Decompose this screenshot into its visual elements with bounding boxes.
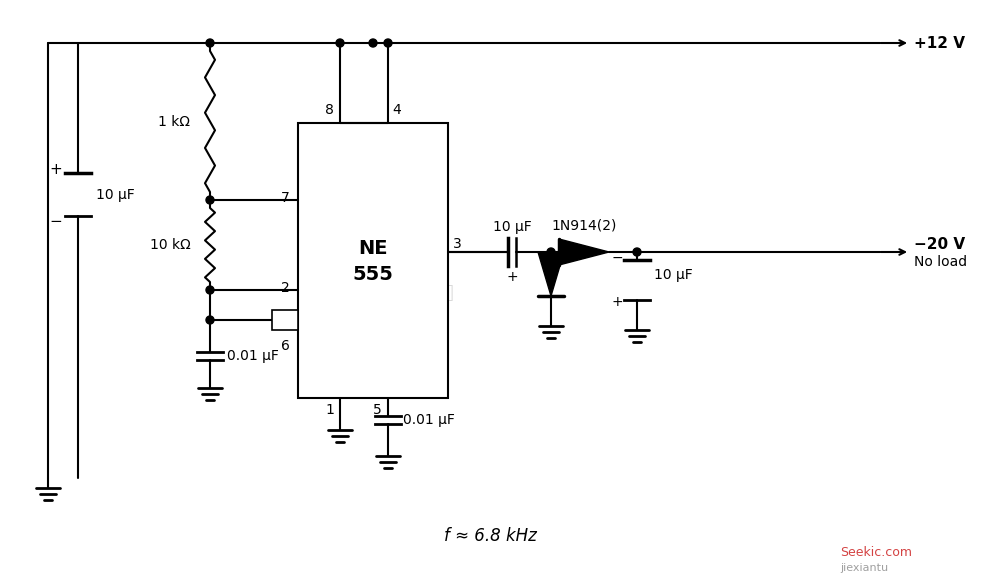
Text: 0.01 μF: 0.01 μF — [227, 349, 279, 363]
Circle shape — [206, 39, 214, 47]
Text: 10 μF: 10 μF — [96, 188, 135, 202]
Circle shape — [336, 39, 344, 47]
Text: +: + — [611, 295, 623, 309]
Text: 10 μF: 10 μF — [493, 220, 531, 234]
Text: 5: 5 — [373, 403, 382, 417]
Text: +: + — [50, 162, 63, 176]
Bar — [272, 310, 298, 330]
Text: +: + — [506, 270, 518, 284]
Text: 10 μF: 10 μF — [654, 268, 692, 282]
Text: NE: NE — [358, 239, 388, 258]
Text: 4: 4 — [392, 103, 401, 117]
Circle shape — [384, 39, 392, 47]
Text: 1N914(2): 1N914(2) — [551, 218, 617, 232]
Text: 杭州将眩科技有限公司: 杭州将眩科技有限公司 — [347, 284, 454, 302]
Circle shape — [547, 248, 555, 256]
Text: 7: 7 — [281, 191, 290, 205]
Text: 6: 6 — [281, 339, 290, 353]
Text: −: − — [50, 213, 63, 229]
Text: −20 V: −20 V — [914, 236, 965, 252]
Polygon shape — [559, 239, 609, 265]
Text: 1 kΩ: 1 kΩ — [158, 115, 190, 129]
Polygon shape — [538, 252, 564, 296]
Circle shape — [206, 196, 214, 204]
Text: +12 V: +12 V — [914, 35, 965, 51]
Text: 2: 2 — [281, 281, 290, 295]
Text: 10 kΩ: 10 kΩ — [149, 238, 191, 252]
Circle shape — [369, 39, 377, 47]
Text: 8: 8 — [325, 103, 334, 117]
Text: 3: 3 — [453, 237, 462, 251]
Text: 555: 555 — [353, 265, 394, 284]
Text: Seekic.com: Seekic.com — [840, 546, 912, 560]
Circle shape — [633, 248, 641, 256]
Bar — [298, 123, 448, 398]
Text: 0.01 μF: 0.01 μF — [403, 413, 455, 427]
Circle shape — [206, 286, 214, 294]
Text: No load: No load — [914, 255, 967, 269]
Text: f ≈ 6.8 kHz: f ≈ 6.8 kHz — [444, 527, 536, 545]
Circle shape — [206, 316, 214, 324]
Text: jiexiantu: jiexiantu — [840, 563, 888, 573]
Text: −: − — [611, 251, 623, 265]
Text: 1: 1 — [325, 403, 334, 417]
